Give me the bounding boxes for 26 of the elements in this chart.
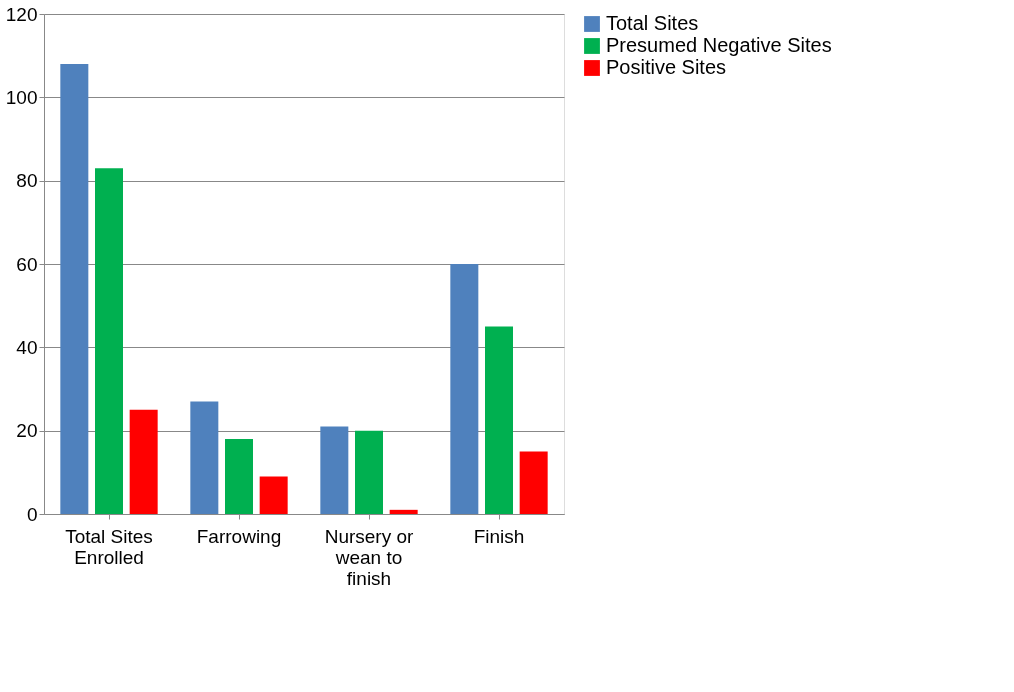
bar	[190, 401, 219, 514]
y-tick-label: 0	[26, 503, 38, 525]
x-tick-label: Nursery or wean to finish	[324, 525, 415, 589]
y-tick-label: 40	[16, 336, 38, 358]
y-tick-label: 20	[16, 420, 38, 442]
bar	[225, 439, 253, 514]
bar	[519, 451, 548, 514]
legend-label: Positive Sites	[606, 56, 727, 78]
x-tick-label: Total Sites Enrolled	[65, 525, 153, 568]
y-tick-label: 120	[5, 3, 38, 25]
bar	[485, 326, 513, 514]
bar	[389, 509, 418, 514]
x-tick-label: Finish	[473, 525, 525, 547]
bar	[259, 476, 288, 514]
bar	[129, 409, 158, 514]
bar	[95, 168, 123, 514]
bar	[320, 426, 349, 514]
y-tick-label: 100	[5, 86, 38, 108]
legend-label: Total Sites	[606, 12, 699, 34]
y-tick-label: 60	[16, 253, 38, 275]
legend-label: Presumed Negative Sites	[606, 34, 832, 56]
y-tick-label: 80	[16, 170, 38, 192]
bar	[450, 264, 479, 514]
bar	[60, 64, 89, 514]
bar	[355, 430, 383, 514]
x-tick-label: Farrowing	[196, 525, 282, 547]
